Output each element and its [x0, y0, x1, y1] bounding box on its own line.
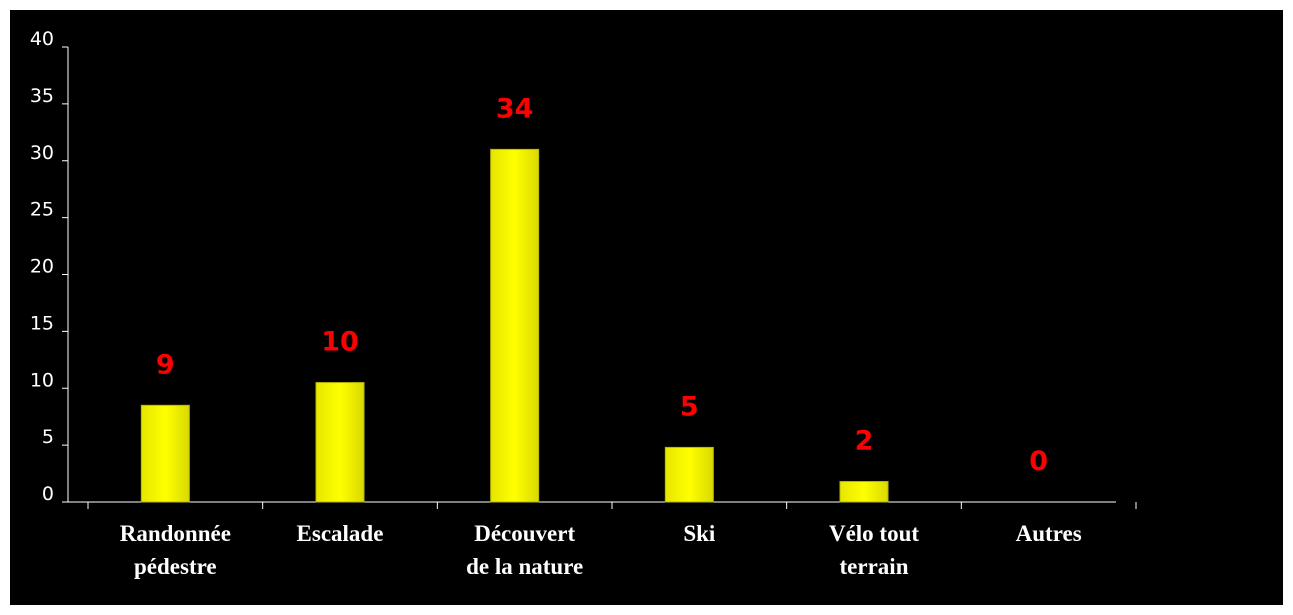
data-label: 0	[1029, 446, 1048, 477]
x-tick-label: Randonnée pédestre	[120, 521, 231, 579]
data-label: 2	[855, 426, 874, 457]
bar[interactable]	[140, 404, 190, 503]
y-tick-label: 20	[30, 256, 54, 278]
y-tick-label: 5	[42, 426, 54, 448]
x-tick-label: Autres	[1016, 521, 1082, 546]
x-tick-label: Escalade	[297, 521, 384, 546]
bar[interactable]	[839, 481, 889, 503]
y-tick-label: 0	[42, 483, 54, 505]
y-tick-label: 15	[30, 312, 54, 334]
y-tick-label: 40	[30, 28, 54, 50]
bar[interactable]	[315, 382, 365, 503]
data-label: 9	[156, 349, 175, 380]
y-tick-label: 30	[30, 142, 54, 164]
data-label: 34	[496, 93, 534, 124]
x-tick-label: Découvert de la nature	[466, 521, 583, 579]
y-tick-label: 25	[30, 199, 54, 221]
data-label: 5	[680, 391, 699, 422]
bar[interactable]	[664, 446, 714, 503]
chart-area: 0 5 10 15 20 25 30 35 40 9 Randonnée pédestre 10 Esca…	[10, 10, 1283, 605]
data-label: 10	[321, 327, 359, 358]
x-tick-label: Ski	[683, 521, 716, 546]
y-tick-label: 10	[30, 369, 54, 391]
y-tick-label: 35	[30, 85, 54, 107]
bar[interactable]	[490, 148, 540, 503]
x-tick-label: Vélo tout terrain	[829, 521, 919, 579]
